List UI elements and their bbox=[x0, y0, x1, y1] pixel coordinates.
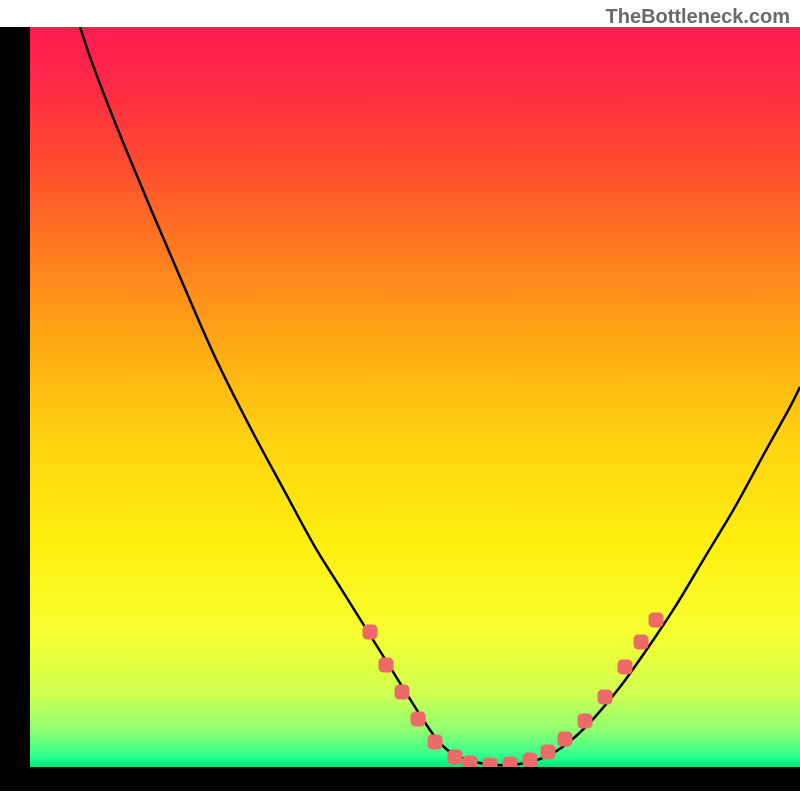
data-marker bbox=[448, 750, 462, 764]
data-marker bbox=[463, 756, 477, 767]
data-marker bbox=[598, 690, 612, 704]
data-marker bbox=[523, 753, 537, 767]
chart-frame bbox=[0, 27, 800, 791]
data-marker bbox=[363, 625, 377, 639]
data-marker bbox=[395, 685, 409, 699]
data-marker bbox=[411, 712, 425, 726]
chart-container: TheBottleneck.com bbox=[0, 0, 800, 800]
data-marker bbox=[558, 732, 572, 746]
data-marker bbox=[618, 660, 632, 674]
data-marker bbox=[649, 613, 663, 627]
data-marker bbox=[483, 758, 497, 767]
data-marker bbox=[578, 714, 592, 728]
data-marker bbox=[634, 635, 648, 649]
bottleneck-curve bbox=[30, 27, 800, 767]
plot-area bbox=[30, 27, 800, 767]
data-marker bbox=[379, 658, 393, 672]
data-marker bbox=[541, 745, 555, 759]
watermark-text: TheBottleneck.com bbox=[606, 6, 790, 29]
data-marker bbox=[428, 735, 442, 749]
data-marker bbox=[503, 757, 517, 767]
